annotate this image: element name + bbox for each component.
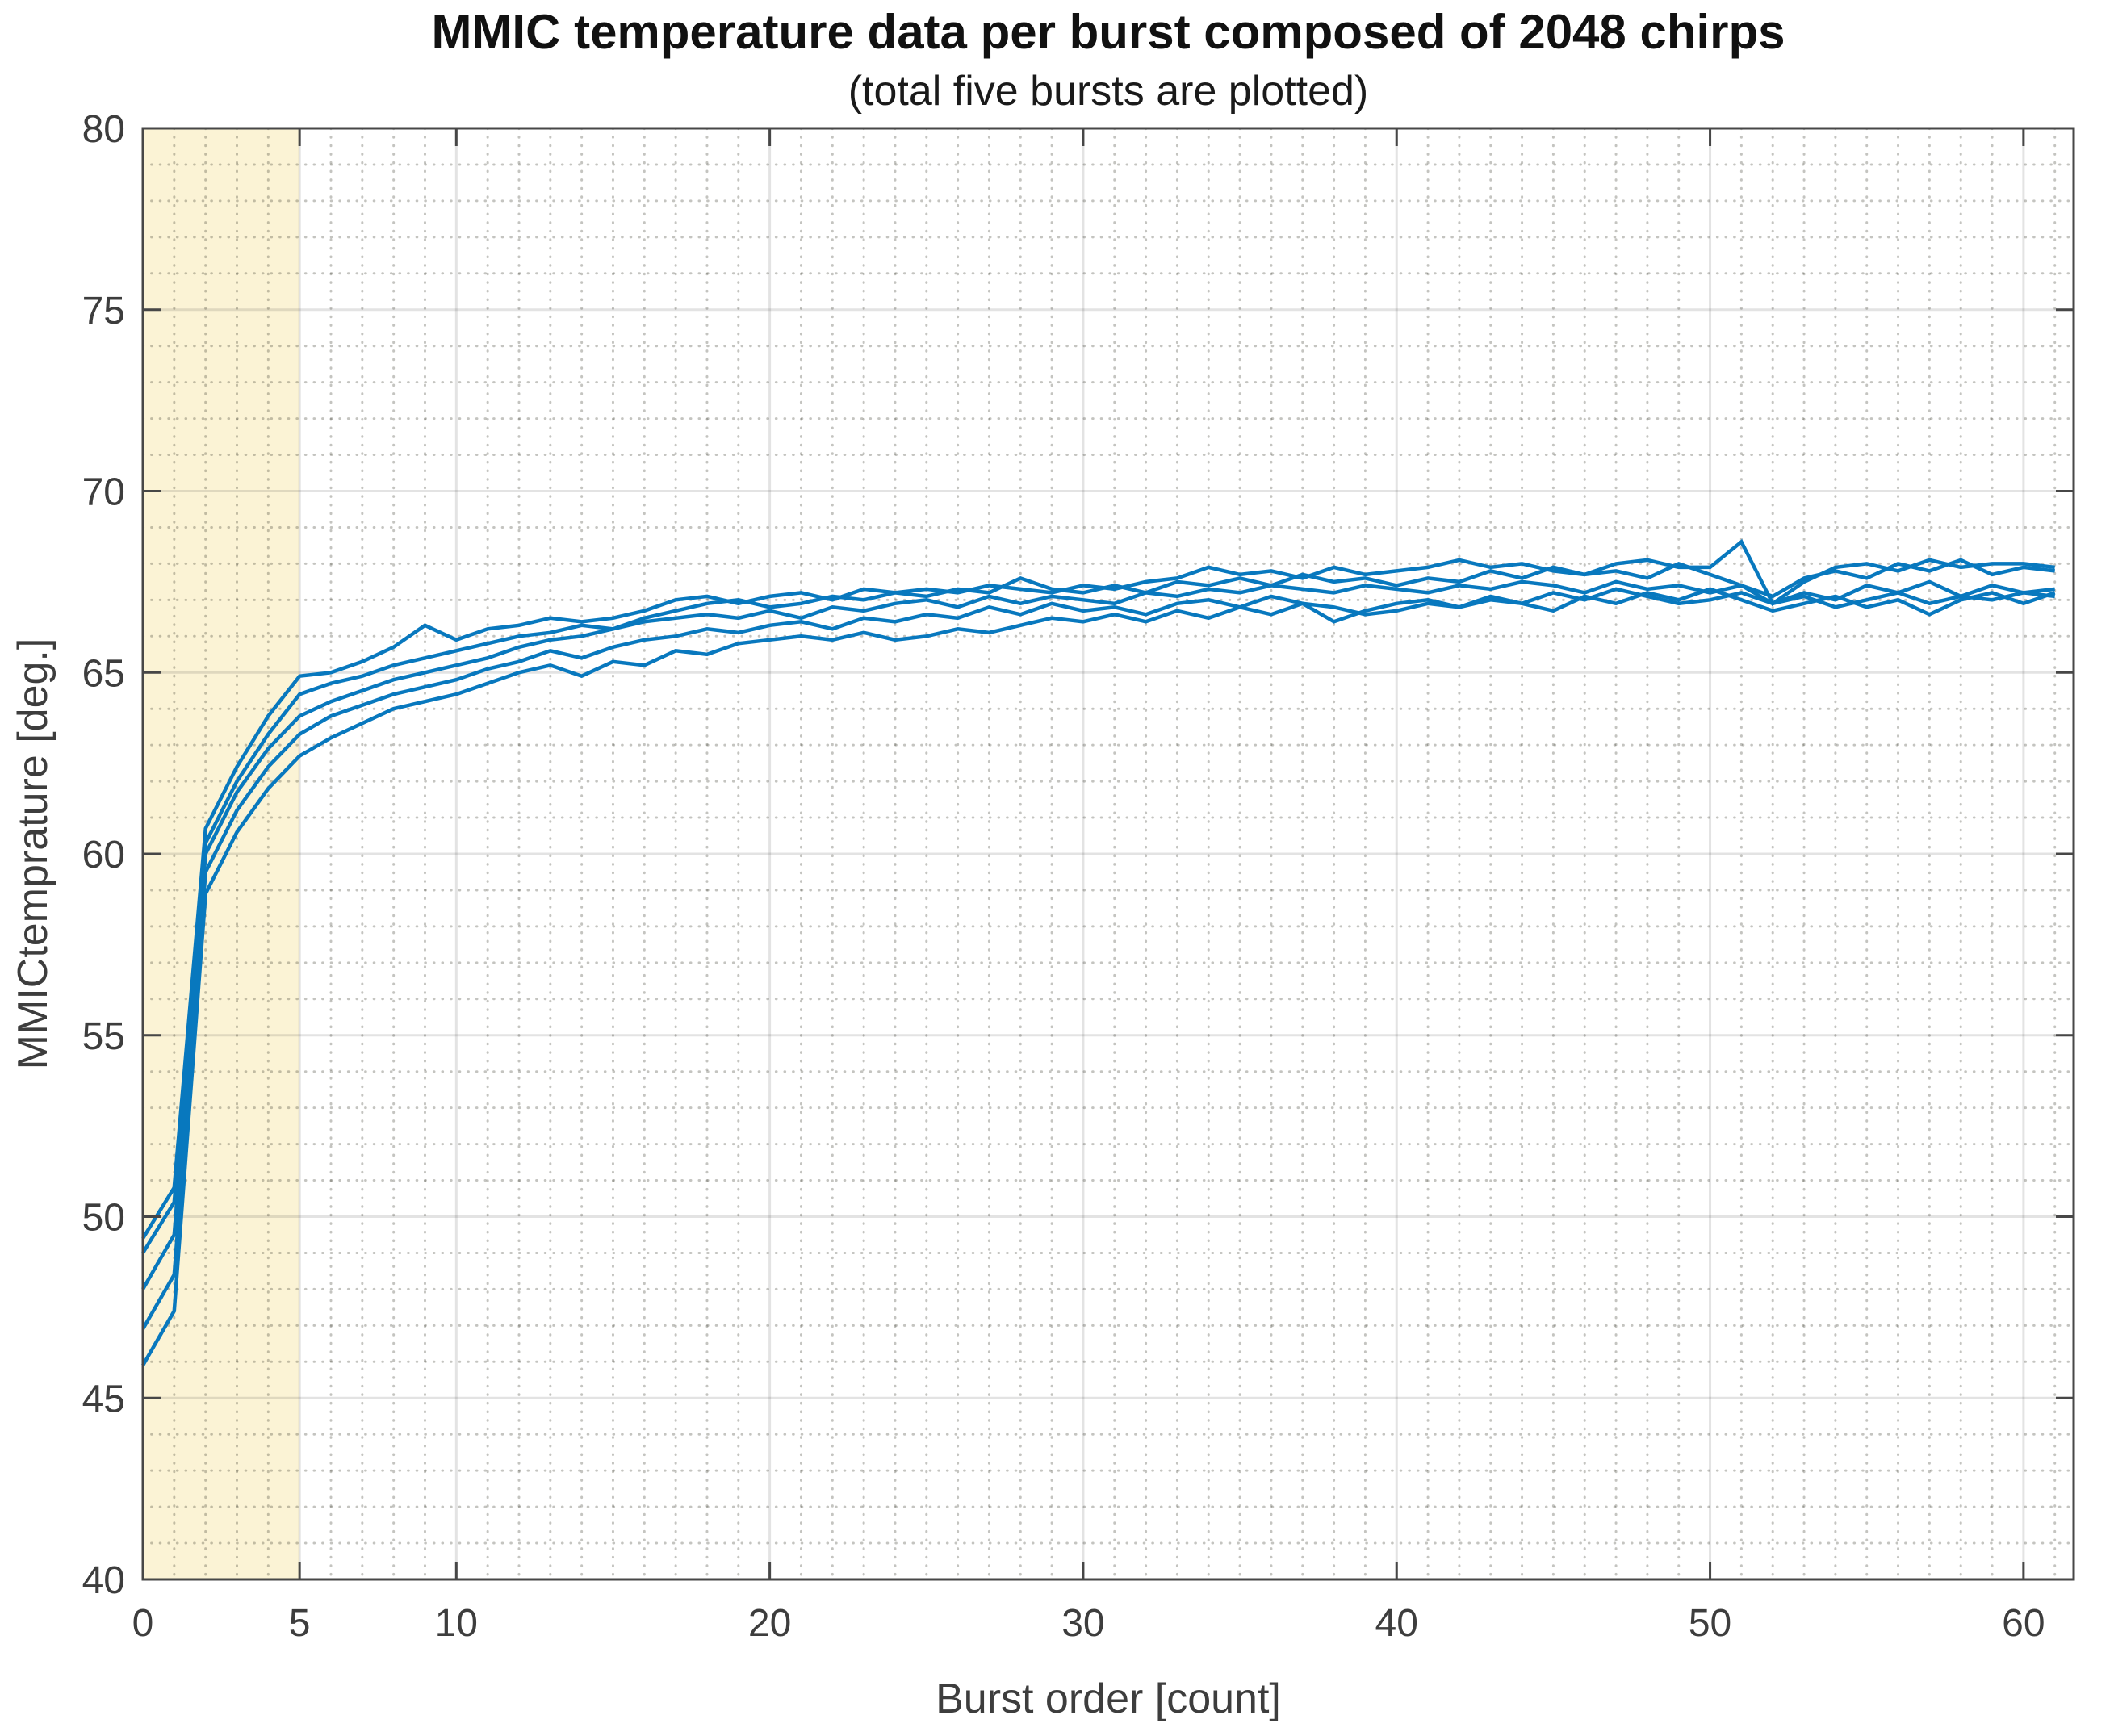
series-line-trace-5 — [141, 587, 2056, 1366]
y-axis-label: MMICtemprature [deg.] — [10, 638, 57, 1070]
series-layer — [141, 538, 2056, 1366]
y-tick-label: 45 — [82, 1378, 125, 1420]
axes-layer — [141, 127, 2075, 1581]
series-line-trace-4 — [141, 587, 2055, 1330]
y-tick-label: 75 — [82, 290, 125, 333]
y-tick-label: 80 — [82, 108, 125, 151]
x-axis-label: Burst order [count] — [936, 1675, 1281, 1722]
x-tick-label: 40 — [1375, 1602, 1418, 1645]
chart-title: MMIC temperature data per burst composed… — [431, 5, 1785, 59]
y-tick-label: 70 — [82, 471, 125, 514]
x-tick-label: 60 — [2002, 1602, 2045, 1645]
series-line-trace-3 — [141, 579, 2055, 1290]
warmup-region — [143, 128, 300, 1579]
x-tick-label: 20 — [748, 1602, 791, 1645]
series-line-trace-2 — [141, 558, 2055, 1254]
plot-area — [143, 128, 2074, 1579]
y-tick-label: 65 — [82, 652, 125, 695]
major-grid-layer — [143, 128, 2074, 1579]
chart-subtitle: (total five bursts are plotted) — [848, 68, 1369, 115]
x-tick-label: 50 — [1689, 1602, 1731, 1645]
y-tick-label: 50 — [82, 1197, 125, 1240]
x-tick-label: 5 — [289, 1602, 311, 1645]
y-tick-label: 40 — [82, 1559, 125, 1602]
x-tick-label: 10 — [435, 1602, 478, 1645]
y-tick-label: 60 — [82, 834, 125, 876]
tick-label-layer: 0 5 10 20 30 40 50 60 40 45 50 55 60 65 70 75 80 — [82, 108, 2045, 1645]
y-tick-label: 55 — [82, 1015, 125, 1058]
x-tick-label: 0 — [132, 1602, 154, 1645]
highlight-layer — [143, 128, 300, 1579]
x-tick-label: 30 — [1061, 1602, 1104, 1645]
